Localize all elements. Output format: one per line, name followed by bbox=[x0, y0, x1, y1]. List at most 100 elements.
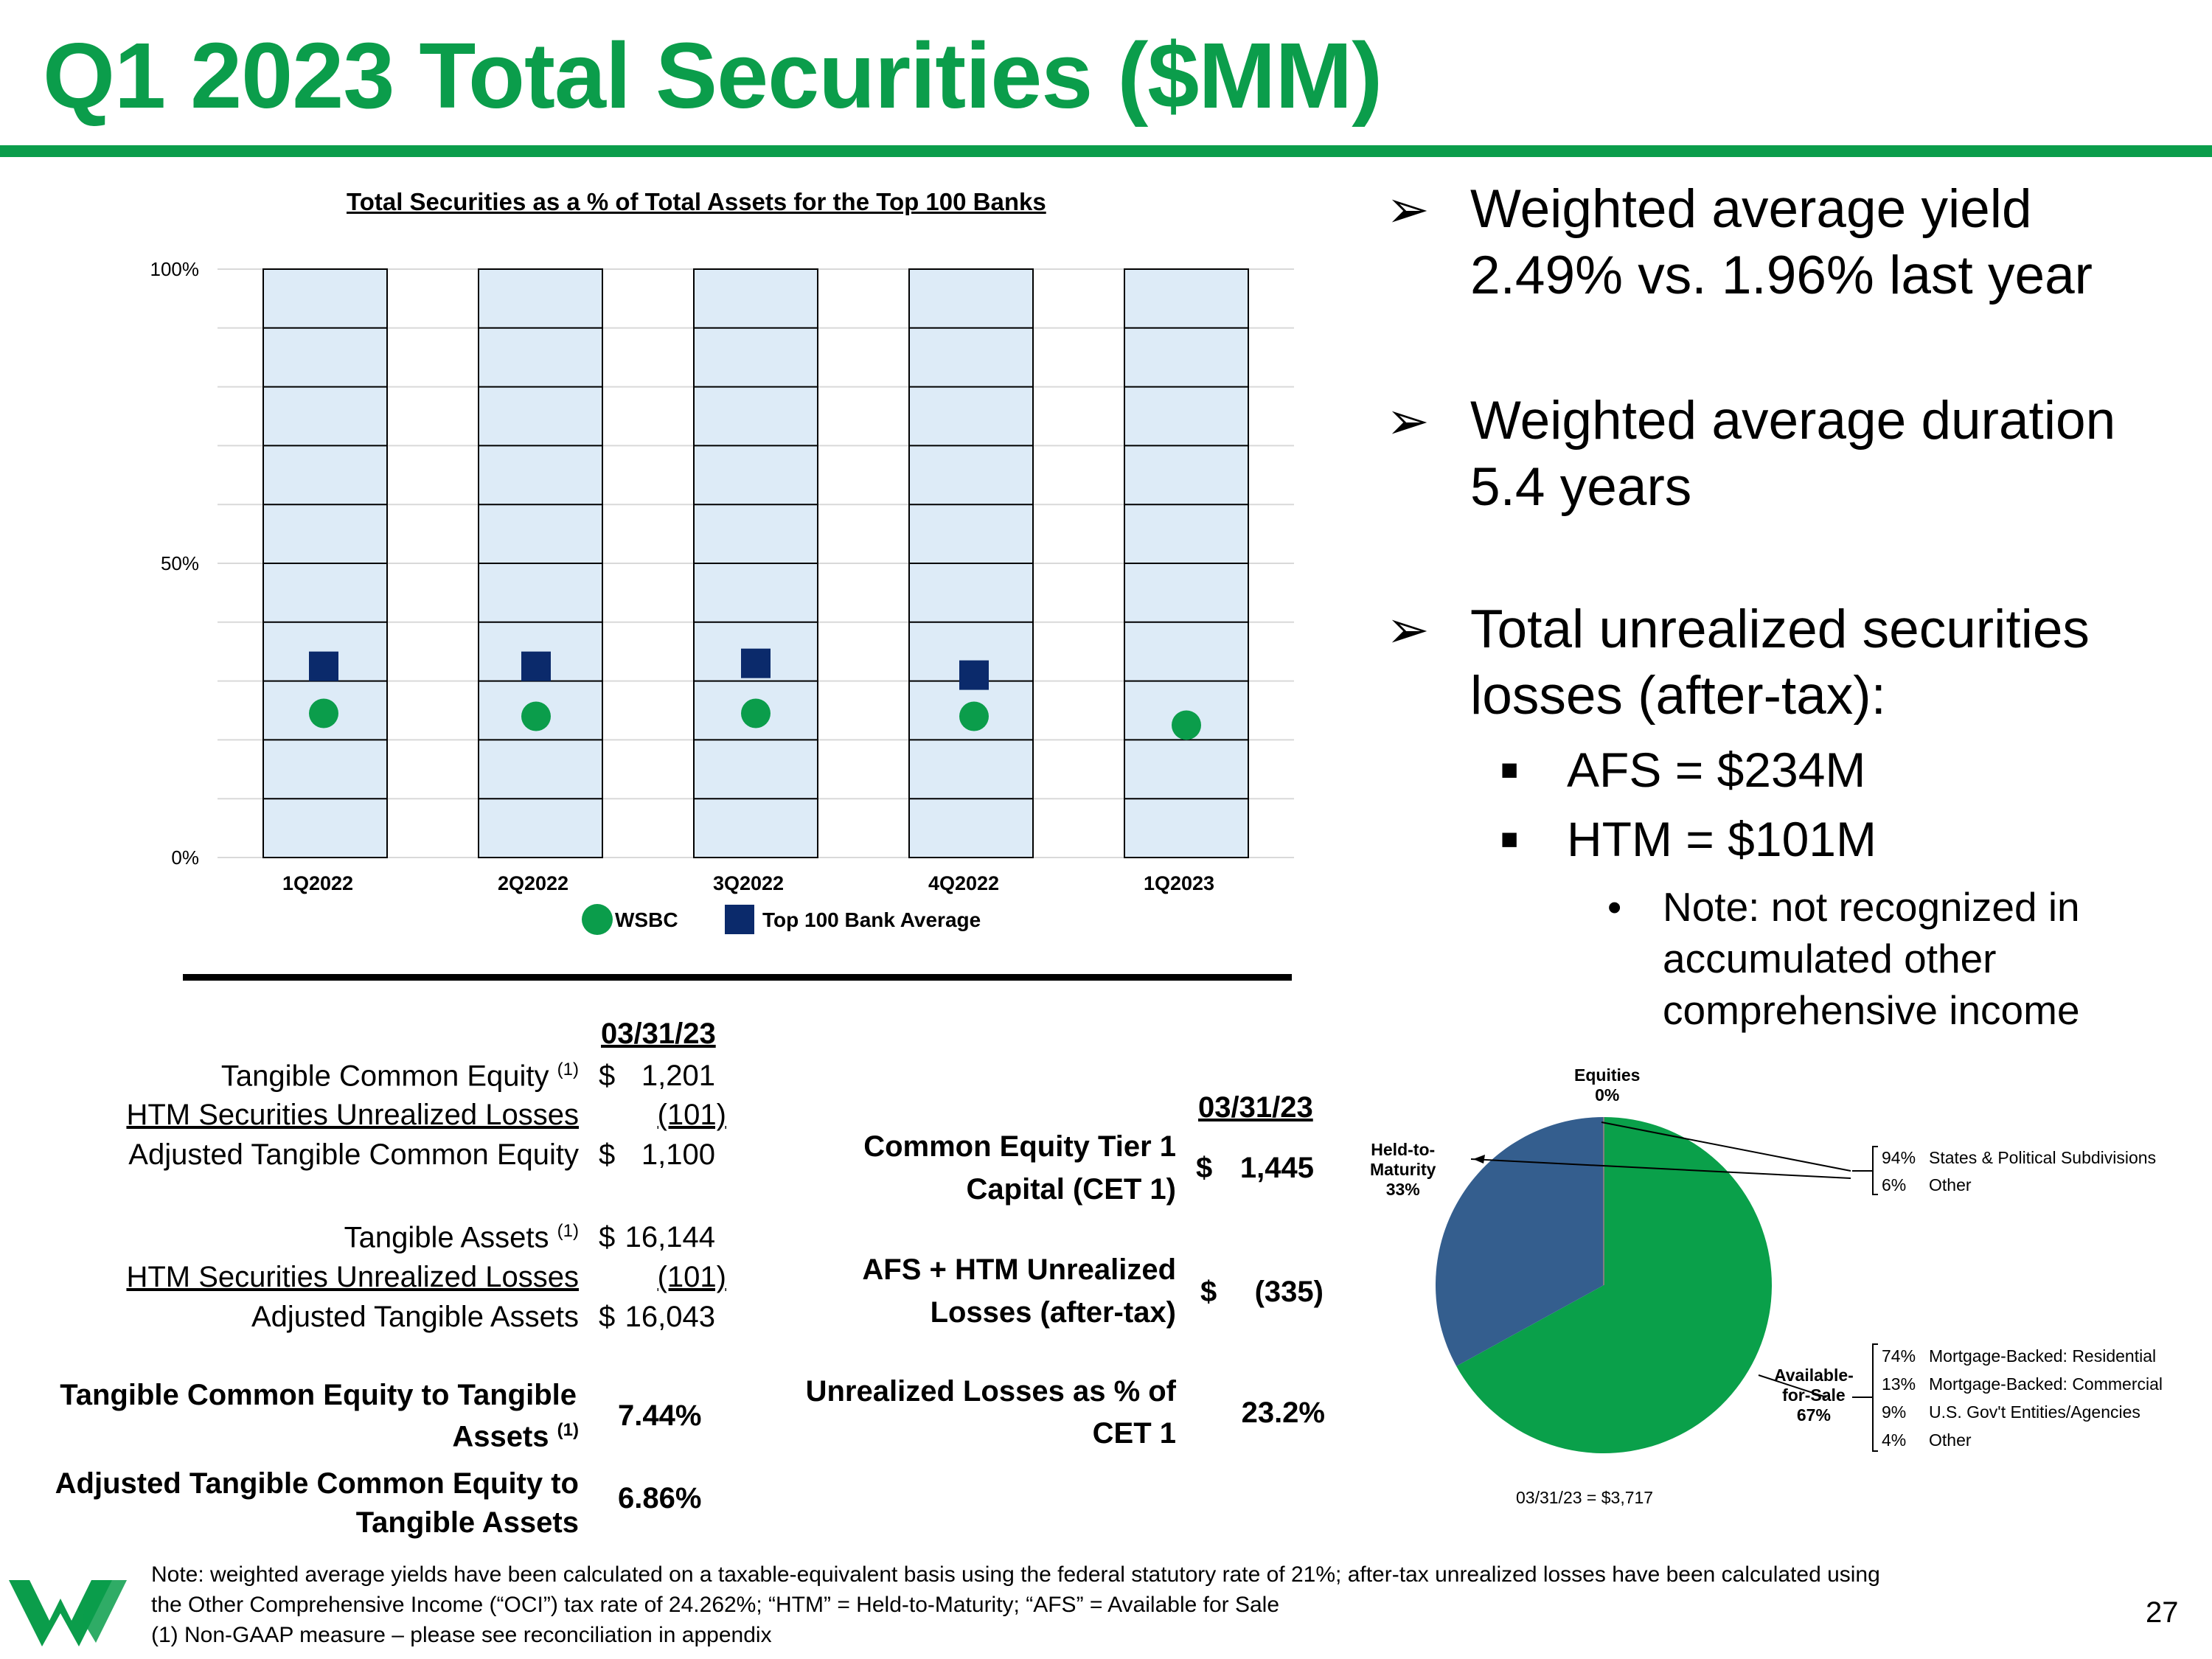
ratio2-label-line2: Tangible Assets bbox=[355, 1506, 579, 1539]
chart-divider bbox=[183, 974, 1292, 981]
htm-losses-label-2: HTM Securities Unrealized Losses bbox=[126, 1261, 579, 1293]
legend-top100-label: Top 100 Bank Average bbox=[762, 908, 981, 931]
unrealized-label-line1: AFS + HTM Unrealized bbox=[862, 1253, 1176, 1286]
atce-dollar: $ bbox=[599, 1138, 616, 1171]
atce-label: Adjusted Tangible Common Equity bbox=[128, 1138, 579, 1171]
page-number: 27 bbox=[2146, 1596, 2179, 1629]
htm-losses-value-2: (101) bbox=[657, 1261, 726, 1293]
afs-breakdown-pct-1: 74% bbox=[1882, 1346, 1916, 1366]
ta-value: 16,144 bbox=[625, 1221, 715, 1253]
cet1-value: 1,445 bbox=[1239, 1152, 1314, 1184]
htm-bracket bbox=[1872, 1146, 1878, 1195]
cet1-label-line2: Capital (CET 1) bbox=[966, 1173, 1176, 1206]
ratio2-value: 6.86% bbox=[618, 1482, 702, 1514]
afs-breakdown-label-1: Mortgage-Backed: Residential bbox=[1929, 1346, 2157, 1366]
y-tick-label: 0% bbox=[171, 846, 199, 869]
x-tick-label: 3Q2022 bbox=[713, 872, 784, 894]
securities-chart: 1Q2022 2Q2022 3Q2022 4Q2022 1Q2023 0% 50% 100% W… bbox=[150, 258, 1294, 935]
page-title: Q1 2023 Total Securities ($MM) bbox=[43, 24, 1382, 128]
top100-average-marker bbox=[959, 660, 989, 690]
arrow-bullet-icon: ➢ bbox=[1386, 392, 1430, 450]
htm-breakdown-pct-2: 6% bbox=[1882, 1175, 1907, 1194]
bullet-unrealized-line1: Total unrealized securities bbox=[1470, 599, 2090, 659]
left-table-date: 03/31/23 bbox=[601, 1018, 716, 1050]
afs-breakdown-pct-2: 13% bbox=[1882, 1374, 1916, 1394]
ratio1-label-line1: Tangible Common Equity to Tangible bbox=[60, 1379, 577, 1411]
legend-wsbc-icon bbox=[582, 904, 613, 935]
bullet-note-line2: accumulated other bbox=[1663, 936, 1997, 981]
unrealized-dollar: $ bbox=[1200, 1276, 1217, 1308]
securities-pie bbox=[1436, 1117, 1773, 1453]
afs-breakdown-pct-3: 9% bbox=[1882, 1402, 1907, 1422]
afs-breakdown-pct-4: 4% bbox=[1882, 1430, 1907, 1450]
pie-label-afs: Available-for-Sale 67% bbox=[1774, 1366, 1854, 1425]
bullet-duration-line2: 5.4 years bbox=[1470, 457, 1692, 517]
x-tick-label: 1Q2023 bbox=[1144, 872, 1214, 894]
ratio1-value: 7.44% bbox=[618, 1399, 702, 1432]
square-bullet-icon: ■ bbox=[1500, 823, 1519, 855]
bullet-unrealized-line2: losses (after-tax): bbox=[1470, 666, 1886, 726]
htm-breakdown-connector bbox=[1601, 1121, 1851, 1172]
bullet-duration-line1: Weighted average duration bbox=[1470, 391, 2116, 451]
mid-table-date: 03/31/23 bbox=[1198, 1091, 1313, 1124]
afs-breakdown-label-3: U.S. Gov't Entities/Agencies bbox=[1929, 1402, 2140, 1422]
pie-slice bbox=[1456, 1117, 1773, 1453]
square-bullet-icon: ■ bbox=[1500, 754, 1519, 786]
cet1-label-line1: Common Equity Tier 1 bbox=[863, 1130, 1176, 1163]
ratio2-label-line1: Adjusted Tangible Common Equity to bbox=[55, 1467, 579, 1500]
unrealized-value: (335) bbox=[1254, 1276, 1324, 1308]
pie-label-equities: Equities 0% bbox=[1574, 1065, 1641, 1105]
ata-label: Adjusted Tangible Assets bbox=[251, 1301, 579, 1333]
pie-label-htm: Held-to- Maturity 33% bbox=[1370, 1140, 1436, 1199]
bullet-note-line3: comprehensive income bbox=[1663, 987, 2080, 1033]
arrow-bullet-icon: ➢ bbox=[1386, 601, 1430, 658]
pie-total: 03/31/23 = $3,717 bbox=[1516, 1488, 1654, 1507]
x-tick-label: 2Q2022 bbox=[498, 872, 568, 894]
footnote: Note: weighted average yields have been … bbox=[151, 1562, 1880, 1647]
afs-connector-line bbox=[1758, 1374, 1827, 1398]
bullet-afs: AFS = $234M bbox=[1567, 742, 1866, 797]
htm-arrowhead bbox=[1473, 1155, 1485, 1164]
afs-breakdown-label-2: Mortgage-Backed: Commercial bbox=[1929, 1374, 2163, 1394]
htm-losses-value: (101) bbox=[657, 1099, 726, 1131]
x-tick-label: 1Q2022 bbox=[282, 872, 353, 894]
htm-losses-label: HTM Securities Unrealized Losses bbox=[126, 1099, 579, 1131]
wsbc-marker bbox=[309, 698, 338, 728]
pct-cet1-value: 23.2% bbox=[1241, 1397, 1325, 1429]
atce-value: 1,100 bbox=[641, 1138, 715, 1171]
top100-average-marker bbox=[521, 651, 551, 681]
ata-value: 16,043 bbox=[625, 1301, 715, 1333]
bullet-yield-line1: Weighted average yield bbox=[1470, 179, 2032, 239]
pct-cet1-label-line1: Unrealized Losses as % of bbox=[805, 1375, 1176, 1408]
htm-breakdown-label-2: Other bbox=[1929, 1175, 1972, 1194]
wsbc-marker bbox=[1172, 710, 1201, 740]
cet1-dollar: $ bbox=[1196, 1152, 1213, 1184]
y-tick-label: 50% bbox=[161, 552, 199, 574]
pct-cet1-label-line2: CET 1 bbox=[1092, 1417, 1176, 1450]
bullet-yield-line2: 2.49% vs. 1.96% last year bbox=[1470, 246, 2093, 305]
arrow-bullet-icon: ➢ bbox=[1386, 181, 1430, 238]
tce-dollar: $ bbox=[599, 1060, 616, 1092]
bullet-note-line1: Note: not recognized in bbox=[1663, 884, 2080, 930]
pie-slice bbox=[1436, 1117, 1604, 1366]
chart-title: Total Securities as a % of Total Assets … bbox=[347, 188, 1046, 215]
dot-bullet-icon: • bbox=[1607, 884, 1622, 930]
wsbc-marker bbox=[959, 701, 989, 731]
ta-label: Tangible Assets (1) bbox=[344, 1221, 579, 1254]
y-tick-label: 100% bbox=[150, 258, 200, 280]
x-tick-label: 4Q2022 bbox=[928, 872, 999, 894]
ta-dollar: $ bbox=[599, 1221, 616, 1253]
legend-wsbc-label: WSBC bbox=[615, 908, 678, 931]
htm-breakdown-label-1: States & Political Subdivisions bbox=[1929, 1148, 2157, 1167]
top100-average-marker bbox=[741, 648, 771, 678]
htm-connector-line bbox=[1470, 1158, 1851, 1179]
bullet-htm: HTM = $101M bbox=[1567, 812, 1877, 866]
unrealized-label-line2: Losses (after-tax) bbox=[930, 1296, 1176, 1329]
ata-dollar: $ bbox=[599, 1301, 616, 1333]
afs-bracket bbox=[1872, 1343, 1878, 1452]
wsbc-marker bbox=[741, 698, 771, 728]
afs-breakdown-label-4: Other bbox=[1929, 1430, 1972, 1450]
legend-top100-icon bbox=[725, 905, 754, 934]
ratio1-label-line2: Assets (1) bbox=[452, 1420, 579, 1453]
